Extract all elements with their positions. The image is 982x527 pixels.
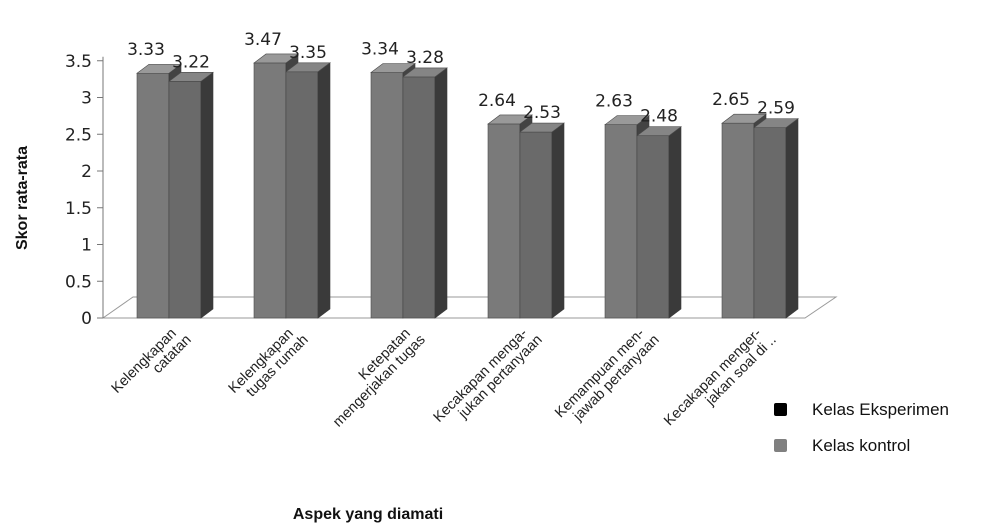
data-label: 2.48	[640, 107, 678, 127]
y-tick-label: 2	[81, 162, 92, 182]
x-category-label: Kecakapan menga-jukan pertanyaan	[431, 325, 546, 425]
bar-kontrol	[636, 126, 682, 319]
y-tick-label: 0.5	[65, 272, 92, 292]
data-label: 3.35	[289, 43, 327, 63]
data-label: 2.65	[712, 90, 750, 110]
data-label: 2.64	[478, 91, 516, 111]
data-label: 3.33	[127, 40, 165, 60]
legend-label: Kelas kontrol	[812, 436, 910, 455]
bar-kontrol	[402, 67, 448, 319]
y-tick-label: 3	[81, 89, 92, 109]
y-tick-label: 2.5	[65, 125, 92, 145]
data-label: 3.22	[172, 52, 210, 72]
y-tick-label: 0	[81, 309, 92, 329]
bar-kontrol	[285, 62, 331, 319]
legend-swatch	[774, 439, 787, 452]
bars	[136, 53, 799, 319]
svg-text:Kecakapan menger-: Kecakapan menger-	[661, 325, 765, 429]
data-label: 3.47	[244, 30, 282, 50]
data-label: 2.63	[595, 92, 633, 112]
svg-text:Kecakapan menga-: Kecakapan menga-	[431, 325, 531, 425]
legend-label: Kelas Eksperimen	[812, 400, 949, 419]
bar-kontrol	[519, 122, 565, 319]
legend: Kelas Eksperimen Kelas kontrol	[774, 400, 949, 455]
svg-text:mengerjakan tugas: mengerjakan tugas	[330, 332, 429, 431]
y-tick-label: 1.5	[65, 199, 92, 219]
legend-swatch	[774, 403, 787, 416]
x-category-label: Kemampuan men-jawab pertanyaan	[552, 325, 663, 424]
bar-kontrol	[168, 71, 214, 319]
data-label: 3.28	[406, 48, 444, 68]
legend-item: Kelas kontrol	[774, 436, 910, 455]
data-label: 3.34	[361, 40, 399, 60]
y-axis: 0 0.5 1 1.5 2 2.5 3 3.5	[65, 52, 104, 329]
data-labels: 3.33 3.22 3.47 3.35 3.34 3.28 2.64 2.53 2.63 2.48…	[127, 30, 795, 127]
data-label: 2.59	[757, 99, 795, 119]
x-category-label: Kecakapan menger-jakan soal di ..	[661, 325, 779, 429]
y-tick-label: 1	[81, 236, 92, 256]
x-axis-title: Aspek yang diamati	[293, 506, 443, 523]
legend-item: Kelas Eksperimen	[774, 400, 949, 419]
y-axis-title: Skor rata-rata	[14, 146, 31, 250]
data-label: 2.53	[523, 103, 561, 123]
y-tick-label: 3.5	[65, 52, 92, 72]
bar-kontrol	[753, 118, 799, 319]
svg-text:Kemampuan men-: Kemampuan men-	[552, 325, 648, 421]
